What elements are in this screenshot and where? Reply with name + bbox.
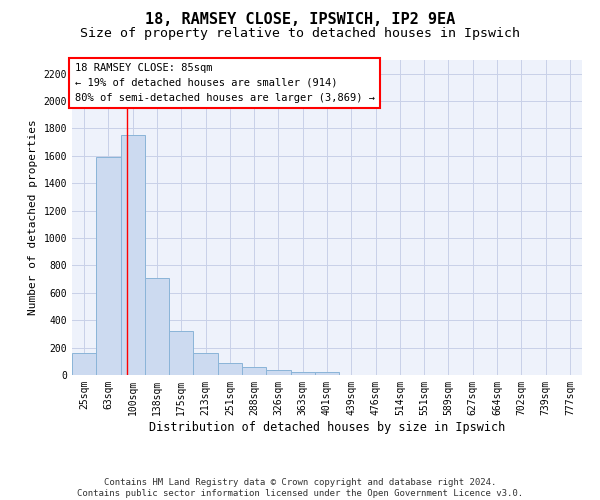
Text: Size of property relative to detached houses in Ipswich: Size of property relative to detached ho… bbox=[80, 28, 520, 40]
Bar bbox=[266, 370, 290, 375]
Bar bbox=[290, 372, 315, 375]
Bar bbox=[169, 331, 193, 375]
Text: 18 RAMSEY CLOSE: 85sqm
← 19% of detached houses are smaller (914)
80% of semi-de: 18 RAMSEY CLOSE: 85sqm ← 19% of detached… bbox=[74, 63, 374, 103]
X-axis label: Distribution of detached houses by size in Ipswich: Distribution of detached houses by size … bbox=[149, 420, 505, 434]
Bar bbox=[121, 136, 145, 375]
Bar bbox=[242, 368, 266, 375]
Y-axis label: Number of detached properties: Number of detached properties bbox=[28, 120, 38, 316]
Text: Contains HM Land Registry data © Crown copyright and database right 2024.
Contai: Contains HM Land Registry data © Crown c… bbox=[77, 478, 523, 498]
Bar bbox=[72, 353, 96, 375]
Text: 18, RAMSEY CLOSE, IPSWICH, IP2 9EA: 18, RAMSEY CLOSE, IPSWICH, IP2 9EA bbox=[145, 12, 455, 28]
Bar bbox=[218, 362, 242, 375]
Bar bbox=[96, 157, 121, 375]
Bar bbox=[315, 372, 339, 375]
Bar bbox=[145, 278, 169, 375]
Bar bbox=[193, 353, 218, 375]
